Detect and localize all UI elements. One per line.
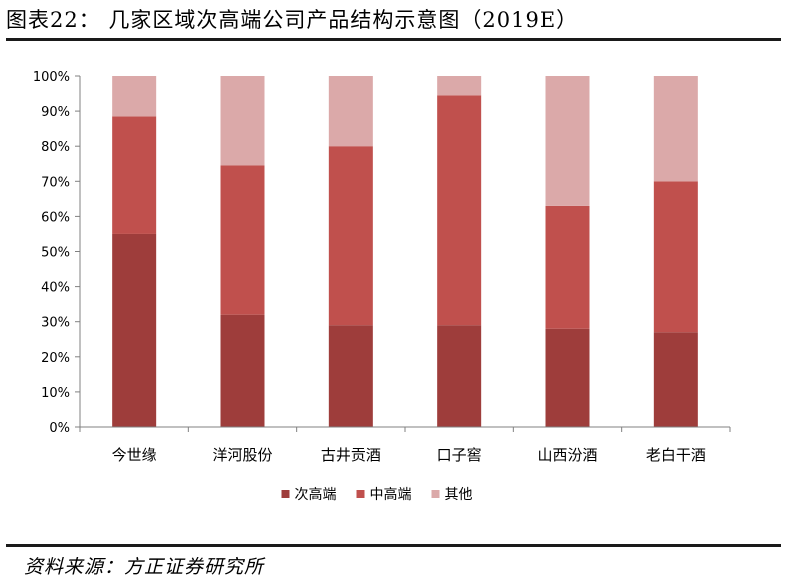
x-axis: 今世缘 洋河股份 古井贡酒 口子窖 山西汾酒 老白干酒 [112, 446, 706, 464]
x-category-label: 今世缘 [112, 446, 157, 464]
y-tick-label: 100% [33, 70, 70, 85]
legend-label-1: 次高端 [295, 486, 337, 503]
bar-segment-1-4 [437, 325, 482, 427]
y-tick-label: 10% [41, 386, 70, 401]
bar-segment-1-2 [220, 314, 265, 427]
title-divider [6, 38, 781, 41]
legend-swatch-3 [431, 490, 440, 498]
title-bar: 图表22： 几家区域次高端公司产品结构示意图（2019E） [0, 0, 787, 38]
bar-segment-3-2 [220, 76, 265, 166]
bar-segment-3-5 [545, 76, 590, 206]
bar-segment-3-4 [437, 76, 482, 96]
y-tick-label: 50% [41, 246, 70, 261]
bar-segment-1-6 [653, 332, 698, 427]
legend-swatch-1 [281, 490, 290, 498]
stacked-bar-chart: 0% 10% 20% 30% 40% 50% 60% 70% 80% 90% 100% 今世缘 洋河股… [33, 70, 731, 503]
bar-segment-3-1 [112, 76, 157, 117]
y-tick-label: 30% [41, 316, 70, 331]
bar-segment-2-6 [653, 181, 698, 333]
bar-segment-2-4 [437, 95, 482, 326]
y-tick-label: 60% [41, 210, 70, 225]
legend-swatch-2 [356, 490, 365, 498]
legend-label-3: 其他 [445, 487, 473, 503]
bar-segment-2-1 [112, 116, 157, 234]
x-category-label: 老白干酒 [646, 446, 706, 464]
bar-segment-2-3 [328, 146, 373, 326]
x-category-label: 口子窖 [437, 446, 482, 464]
x-category-label: 山西汾酒 [537, 446, 597, 464]
legend: 次高端 中高端 其他 [281, 486, 473, 503]
bar-segment-3-6 [653, 76, 698, 182]
bar-segment-3-3 [328, 76, 373, 147]
x-category-label: 洋河股份 [212, 446, 272, 464]
source-note: 资料来源：方正证券研究所 [24, 556, 265, 578]
bar-segment-2-5 [545, 205, 590, 329]
bar-segment-1-1 [112, 233, 157, 427]
chart-title: 图表22： 几家区域次高端公司产品结构示意图（2019E） [6, 8, 579, 32]
y-tick-label: 70% [41, 175, 70, 190]
source-divider [6, 544, 781, 547]
x-category-label: 古井贡酒 [321, 446, 381, 464]
y-tick-label: 90% [41, 105, 70, 120]
bar-segment-2-2 [220, 165, 265, 315]
legend-label-2: 中高端 [370, 486, 412, 503]
bar-segment-1-3 [328, 325, 373, 427]
bar-segment-1-5 [545, 328, 590, 427]
y-tick-label: 20% [41, 351, 70, 366]
y-tick-label: 0% [49, 421, 70, 436]
y-tick-label: 40% [41, 281, 70, 296]
y-tick-label: 80% [41, 140, 70, 155]
bars [112, 76, 698, 427]
y-axis: 0% 10% 20% 30% 40% 50% 60% 70% 80% 90% 100% [33, 70, 731, 436]
